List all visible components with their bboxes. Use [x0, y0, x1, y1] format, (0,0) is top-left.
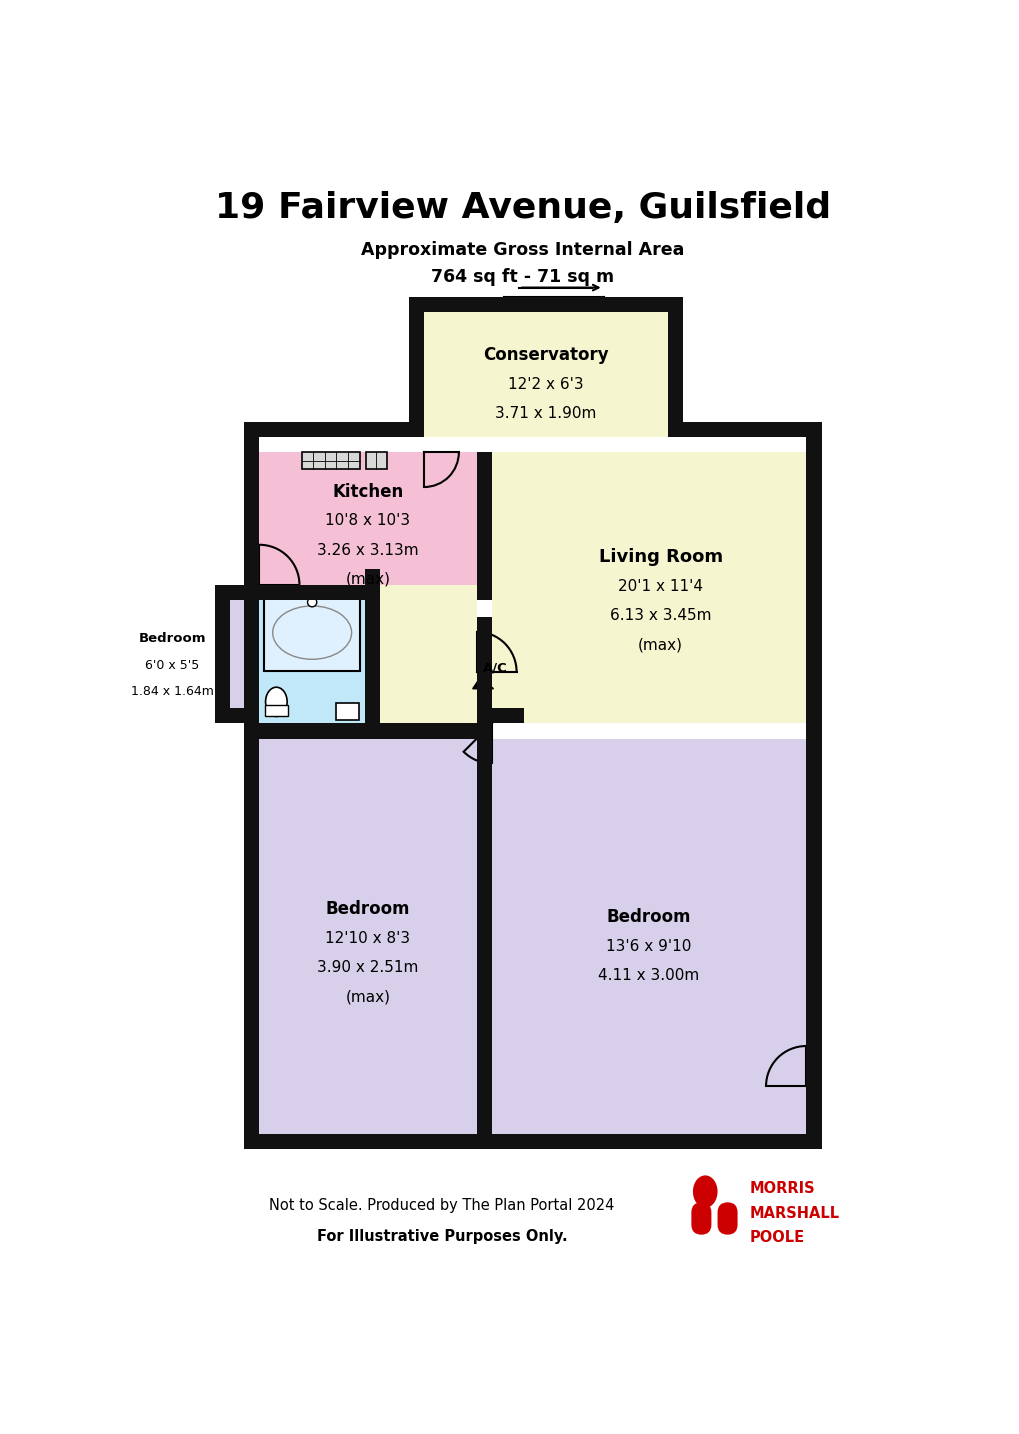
Bar — [335, 704, 359, 720]
Ellipse shape — [265, 687, 287, 717]
Text: Conservatory: Conservatory — [483, 347, 608, 364]
Bar — [244, 1134, 820, 1149]
Text: 3.90 x 2.51m: 3.90 x 2.51m — [317, 961, 418, 975]
Bar — [259, 585, 380, 601]
Text: POOLE: POOLE — [749, 1230, 804, 1245]
Text: Approximate Gross Internal Area: Approximate Gross Internal Area — [361, 241, 684, 258]
Text: 3.71 x 1.90m: 3.71 x 1.90m — [494, 406, 596, 422]
Text: 20'1 x 11'4: 20'1 x 11'4 — [618, 579, 702, 594]
Bar — [683, 422, 820, 437]
Polygon shape — [472, 677, 493, 688]
Text: MORRIS: MORRIS — [749, 1182, 815, 1196]
Bar — [491, 708, 524, 723]
Ellipse shape — [272, 607, 352, 660]
Bar — [244, 1134, 820, 1149]
Bar — [265, 706, 287, 716]
Bar — [302, 452, 359, 469]
Bar — [259, 739, 476, 1134]
Bar — [365, 569, 380, 723]
Bar — [409, 297, 683, 313]
Text: (max): (max) — [345, 572, 390, 587]
Text: 6'0 x 5'5: 6'0 x 5'5 — [145, 660, 200, 673]
Bar — [259, 452, 476, 585]
Bar — [476, 619, 491, 723]
Bar — [476, 452, 491, 601]
Bar — [244, 422, 259, 1149]
Text: Bedroom: Bedroom — [325, 901, 410, 918]
Text: 4.11 x 3.00m: 4.11 x 3.00m — [598, 968, 699, 984]
Bar — [666, 297, 683, 437]
FancyBboxPatch shape — [716, 1202, 737, 1235]
Bar — [380, 585, 476, 723]
Bar — [805, 422, 820, 1149]
Bar — [666, 297, 683, 437]
Bar — [476, 617, 491, 723]
Text: Kitchen: Kitchen — [332, 483, 404, 500]
Bar — [259, 585, 380, 601]
Bar — [215, 585, 230, 723]
Bar — [259, 723, 491, 739]
Bar — [215, 585, 230, 723]
Bar — [244, 422, 409, 437]
Text: 19 Fairview Avenue, Guilsfield: 19 Fairview Avenue, Guilsfield — [214, 191, 830, 225]
Bar — [424, 313, 666, 437]
Text: A/C: A/C — [483, 661, 507, 674]
Bar — [409, 297, 424, 437]
Text: 1.84 x 1.64m: 1.84 x 1.64m — [130, 684, 214, 697]
Bar — [259, 585, 365, 723]
Bar — [264, 595, 360, 671]
Text: 3.26 x 3.13m: 3.26 x 3.13m — [317, 542, 419, 558]
Bar — [476, 452, 491, 601]
Text: 764 sq ft - 71 sq m: 764 sq ft - 71 sq m — [431, 268, 613, 285]
Bar — [409, 297, 424, 437]
Bar — [215, 585, 274, 601]
Text: 12'2 x 6'3: 12'2 x 6'3 — [507, 377, 583, 391]
Text: Not to Scale. Produced by The Plan Portal 2024: Not to Scale. Produced by The Plan Porta… — [269, 1197, 614, 1213]
Text: 12'10 x 8'3: 12'10 x 8'3 — [325, 931, 410, 946]
Bar — [215, 585, 274, 601]
Bar — [215, 708, 259, 723]
Bar — [244, 422, 409, 437]
Text: 13'6 x 9'10: 13'6 x 9'10 — [605, 939, 691, 954]
Bar — [491, 452, 805, 723]
Bar — [805, 422, 820, 1149]
Text: (max): (max) — [638, 637, 683, 652]
Bar — [366, 452, 387, 469]
Bar — [491, 708, 524, 723]
Text: For Illustrative Purposes Only.: For Illustrative Purposes Only. — [316, 1229, 567, 1243]
Text: Living Room: Living Room — [598, 548, 721, 566]
Bar — [503, 297, 603, 305]
Circle shape — [308, 598, 317, 607]
FancyBboxPatch shape — [691, 1202, 710, 1235]
Bar — [215, 585, 259, 723]
Text: 6.13 x 3.45m: 6.13 x 3.45m — [609, 608, 710, 624]
Bar — [491, 739, 805, 1134]
Bar — [215, 708, 244, 723]
Text: MARSHALL: MARSHALL — [749, 1206, 840, 1220]
Bar — [259, 723, 491, 739]
Bar — [365, 569, 380, 723]
Text: Bedroom: Bedroom — [139, 632, 206, 645]
Bar — [409, 297, 683, 313]
Text: 10'8 x 10'3: 10'8 x 10'3 — [325, 513, 410, 528]
Text: (max): (max) — [345, 989, 390, 1005]
Bar — [476, 723, 491, 1134]
Ellipse shape — [692, 1176, 716, 1207]
Bar — [476, 723, 491, 1134]
Text: Bedroom: Bedroom — [606, 908, 691, 926]
Bar — [683, 422, 820, 437]
Bar — [244, 422, 259, 1149]
